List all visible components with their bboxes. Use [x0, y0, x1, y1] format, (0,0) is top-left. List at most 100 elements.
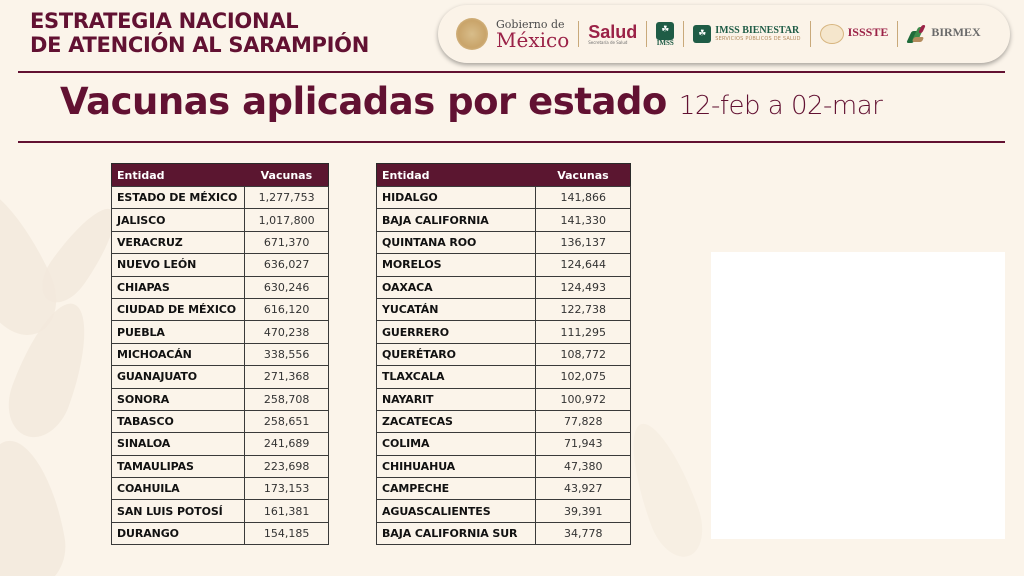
- vaccine-count: 338,556: [244, 342, 329, 367]
- vaccine-count: 241,689: [244, 432, 329, 456]
- page-title-text: Vacunas aplicadas por estado: [60, 80, 667, 123]
- page-title: Vacunas aplicadas por estado 12-feb a 02…: [60, 80, 883, 123]
- state-name: SINALOA: [110, 432, 246, 456]
- imss-emblem-icon: ☘: [656, 21, 675, 40]
- salud-logo: Salud Secretaría de Salud: [588, 23, 637, 45]
- table-row: CAMPECHE 43,927: [375, 477, 631, 501]
- table-row: NAYARIT 100,972: [375, 387, 631, 411]
- state-name: NUEVO LEÓN: [110, 253, 246, 277]
- divider-top: [18, 71, 1005, 73]
- state-name: SONORA: [110, 387, 246, 411]
- date-range: 12-feb a 02-mar: [678, 91, 883, 121]
- vaccine-count: 108,772: [535, 342, 631, 367]
- salud-label: Salud: [588, 22, 638, 42]
- state-name: COLIMA: [375, 432, 537, 456]
- table-row: DURANGO 154,185: [110, 521, 329, 546]
- state-name: DURANGO: [110, 521, 246, 546]
- vaccine-count: 161,381: [244, 499, 329, 523]
- table-row: COLIMA 71,943: [375, 432, 631, 456]
- vaccine-count: 470,238: [244, 320, 329, 344]
- birmex-emblem-icon: [906, 25, 927, 43]
- vaccine-count: 258,651: [244, 409, 329, 434]
- table-row: SONORA 258,708: [110, 387, 329, 411]
- table-row: OAXACA 124,493: [375, 275, 631, 299]
- table-row: CHIHUAHUA 47,380: [375, 454, 631, 479]
- state-name: CAMPECHE: [375, 477, 537, 501]
- vaccine-count: 271,368: [244, 365, 329, 389]
- institution-logo-bar: Gobierno de México Salud Secretaría de S…: [438, 5, 1010, 63]
- table-row: PUEBLA 470,238: [110, 320, 329, 344]
- birmex-logo: BIRMEX: [906, 25, 981, 43]
- state-name: GUANAJUATO: [110, 365, 246, 389]
- state-name: YUCATÁN: [375, 297, 537, 322]
- logo-divider: [646, 21, 648, 47]
- table-row: YUCATÁN 122,738: [375, 297, 631, 322]
- imss-label: IMSS: [656, 38, 674, 47]
- campaign-title-line2: DE ATENCIÓN AL SARAMPIÓN: [30, 33, 369, 57]
- table-row: TLAXCALA 102,075: [375, 365, 631, 389]
- mexico-label: México: [496, 27, 570, 52]
- vaccine-count: 102,075: [535, 365, 631, 389]
- table-row: GUANAJUATO 271,368: [110, 365, 329, 389]
- imss-bienestar-sublabel: SERVICIOS PÚBLICOS DE SALUD: [715, 35, 801, 42]
- vaccine-count: 154,185: [244, 521, 329, 546]
- logo-divider: [578, 21, 580, 47]
- state-name: BAJA CALIFORNIA SUR: [375, 521, 537, 546]
- table-row: SAN LUIS POTOSÍ 161,381: [110, 499, 329, 523]
- table-row: TAMAULIPAS 223,698: [110, 454, 329, 479]
- issste-logo: ISSSTE: [819, 24, 888, 44]
- vaccine-count: 122,738: [535, 297, 631, 322]
- state-name: MICHOACÁN: [110, 342, 246, 367]
- vaccine-count: 111,295: [535, 320, 631, 344]
- state-name: PUEBLA: [110, 320, 246, 344]
- vaccine-count: 1,277,753: [244, 185, 329, 210]
- vaccine-count: 43,927: [535, 477, 631, 501]
- state-name: VERACRUZ: [110, 230, 246, 255]
- column-header-vacunas: Vacunas: [244, 163, 329, 187]
- state-name: CHIAPAS: [110, 275, 246, 299]
- gobierno-de-mexico-logo: Gobierno de México: [456, 18, 569, 50]
- table-row: BAJA CALIFORNIA 141,330: [375, 208, 631, 232]
- state-name: AGUASCALIENTES: [375, 499, 537, 523]
- vaccine-count: 100,972: [535, 387, 631, 411]
- state-name: TABASCO: [110, 409, 246, 434]
- column-header-entidad: Entidad: [376, 163, 536, 187]
- state-name: NAYARIT: [375, 387, 537, 411]
- divider-bottom: [18, 141, 1005, 143]
- state-name: SAN LUIS POTOSÍ: [110, 499, 246, 523]
- vaccine-count: 616,120: [244, 297, 329, 322]
- vaccine-count: 141,866: [535, 185, 631, 210]
- state-name: CHIHUAHUA: [375, 454, 537, 479]
- table-row: ESTADO DE MÉXICO 1,277,753: [110, 185, 329, 210]
- state-name: QUINTANA ROO: [375, 230, 537, 255]
- vaccine-count: 636,027: [244, 253, 329, 277]
- table-row: GUERRERO 111,295: [375, 320, 631, 344]
- state-name: QUERÉTARO: [375, 342, 537, 367]
- state-name: TAMAULIPAS: [110, 454, 246, 479]
- logo-divider: [897, 21, 899, 47]
- table-row: NUEVO LEÓN 636,027: [110, 253, 329, 277]
- table-row: JALISCO 1,017,800: [110, 208, 329, 232]
- table-row: AGUASCALIENTES 39,391: [375, 499, 631, 523]
- table-row: CHIAPAS 630,246: [110, 275, 329, 299]
- imss-logo: ☘ IMSS: [656, 21, 675, 47]
- vaccine-count: 136,137: [535, 230, 631, 255]
- state-name: ZACATECAS: [375, 409, 537, 434]
- column-header-vacunas: Vacunas: [535, 163, 631, 187]
- imss-bienestar-emblem-icon: ☘: [693, 25, 712, 43]
- state-name: BAJA CALIFORNIA: [375, 208, 537, 232]
- vaccine-count: 124,493: [535, 275, 631, 299]
- logo-divider: [809, 21, 811, 47]
- campaign-title-line1: ESTRATEGIA NACIONAL: [30, 9, 299, 33]
- vaccine-count: 39,391: [535, 499, 631, 523]
- campaign-title: ESTRATEGIA NACIONAL DE ATENCIÓN AL SARAM…: [30, 9, 369, 57]
- state-name: HIDALGO: [375, 185, 537, 210]
- state-name: CIUDAD DE MÉXICO: [110, 297, 246, 322]
- vaccine-count: 173,153: [244, 477, 329, 501]
- logo-divider: [683, 21, 685, 47]
- state-name: TLAXCALA: [375, 365, 537, 389]
- table-row: ZACATECAS 77,828: [375, 409, 631, 434]
- vaccine-count: 671,370: [244, 230, 329, 255]
- state-name: JALISCO: [110, 208, 246, 232]
- issste-emblem-icon: [819, 24, 844, 44]
